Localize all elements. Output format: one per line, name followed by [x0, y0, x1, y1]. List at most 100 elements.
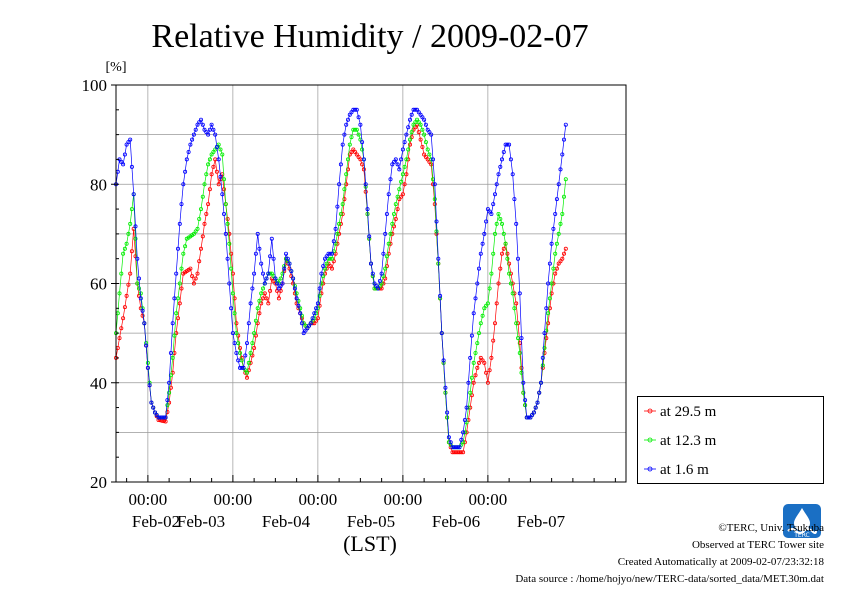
- data-point: [563, 246, 568, 251]
- data-point: [207, 187, 212, 192]
- data-point: [560, 152, 565, 157]
- data-point: [434, 229, 439, 234]
- data-point: [485, 380, 490, 385]
- data-point: [186, 149, 191, 154]
- data-point: [250, 286, 255, 291]
- terc-logo-icon: TERC: [783, 504, 821, 539]
- data-point: [448, 440, 453, 445]
- data-point: [216, 157, 221, 162]
- data-point: [135, 281, 140, 286]
- data-point: [395, 194, 400, 199]
- data-point: [353, 107, 358, 112]
- x-tick-date-label: Feb-07: [517, 512, 566, 531]
- data-point: [395, 162, 400, 167]
- data-point: [202, 221, 207, 226]
- data-point: [354, 152, 359, 157]
- data-point: [129, 164, 134, 169]
- data-point: [197, 216, 202, 221]
- data-point: [386, 192, 391, 197]
- data-point: [544, 336, 549, 341]
- data-point: [368, 261, 373, 266]
- data-point: [121, 316, 126, 321]
- legend-label: at 1.6 m: [660, 462, 709, 478]
- data-point: [546, 311, 551, 316]
- data-point: [397, 167, 402, 172]
- data-point: [349, 135, 354, 140]
- data-point: [523, 398, 528, 403]
- data-point: [539, 380, 544, 385]
- data-point: [128, 271, 133, 276]
- data-point: [344, 122, 349, 127]
- data-point: [422, 152, 427, 157]
- data-point: [406, 147, 411, 152]
- data-point: [386, 241, 391, 246]
- data-point: [329, 266, 334, 271]
- data-point: [197, 259, 202, 264]
- data-point: [181, 251, 186, 256]
- data-point: [322, 266, 327, 271]
- data-point: [188, 266, 193, 271]
- data-point: [280, 281, 285, 286]
- data-point: [337, 221, 342, 226]
- data-point: [553, 271, 558, 276]
- data-point: [494, 182, 499, 187]
- data-point: [276, 286, 281, 291]
- data-point: [407, 137, 412, 142]
- data-point: [461, 450, 466, 455]
- data-point: [475, 341, 480, 346]
- data-point: [298, 306, 303, 311]
- data-point: [487, 368, 492, 373]
- data-point: [507, 142, 512, 147]
- data-point: [174, 311, 179, 316]
- data-point: [499, 221, 504, 226]
- data-point: [399, 179, 404, 184]
- data-point: [420, 127, 425, 132]
- data-point: [510, 172, 515, 177]
- data-point: [372, 281, 377, 286]
- data-point: [503, 241, 508, 246]
- data-point: [257, 246, 262, 251]
- data-point: [342, 187, 347, 192]
- data-point: [230, 331, 235, 336]
- data-point: [376, 286, 381, 291]
- data-point: [338, 162, 343, 167]
- data-point: [476, 331, 481, 336]
- data-point: [204, 211, 209, 216]
- data-point: [471, 360, 476, 365]
- data-point: [257, 298, 262, 303]
- data-point: [218, 147, 223, 152]
- data-point: [268, 288, 273, 293]
- data-point: [391, 211, 396, 216]
- data-point: [425, 147, 430, 152]
- data-point: [537, 390, 542, 395]
- data-point: [432, 182, 437, 187]
- data-point: [501, 246, 506, 251]
- series-3: [114, 107, 568, 450]
- legend-label: at 29.5 m: [660, 404, 717, 420]
- legend: at 29.5 m at 12.3 m at 1.6 m: [637, 396, 824, 484]
- data-point: [128, 221, 133, 226]
- data-point: [121, 251, 126, 256]
- data-point: [172, 333, 177, 338]
- data-point: [482, 231, 487, 236]
- data-point: [207, 157, 212, 162]
- data-point: [367, 234, 372, 239]
- data-point: [131, 192, 136, 197]
- x-tick-time-label: 00:00: [129, 490, 168, 509]
- data-point: [508, 281, 513, 286]
- data-point: [209, 172, 214, 177]
- data-point: [241, 365, 246, 370]
- data-point: [499, 157, 504, 162]
- data-point: [411, 122, 416, 127]
- data-point: [533, 405, 538, 410]
- data-point: [553, 251, 558, 256]
- data-point: [259, 261, 264, 266]
- data-point: [351, 147, 356, 152]
- data-point: [260, 286, 265, 291]
- data-point: [370, 271, 375, 276]
- data-point: [345, 167, 350, 172]
- data-point: [395, 207, 400, 212]
- data-point: [255, 306, 260, 311]
- data-point: [179, 202, 184, 207]
- data-point: [485, 301, 490, 306]
